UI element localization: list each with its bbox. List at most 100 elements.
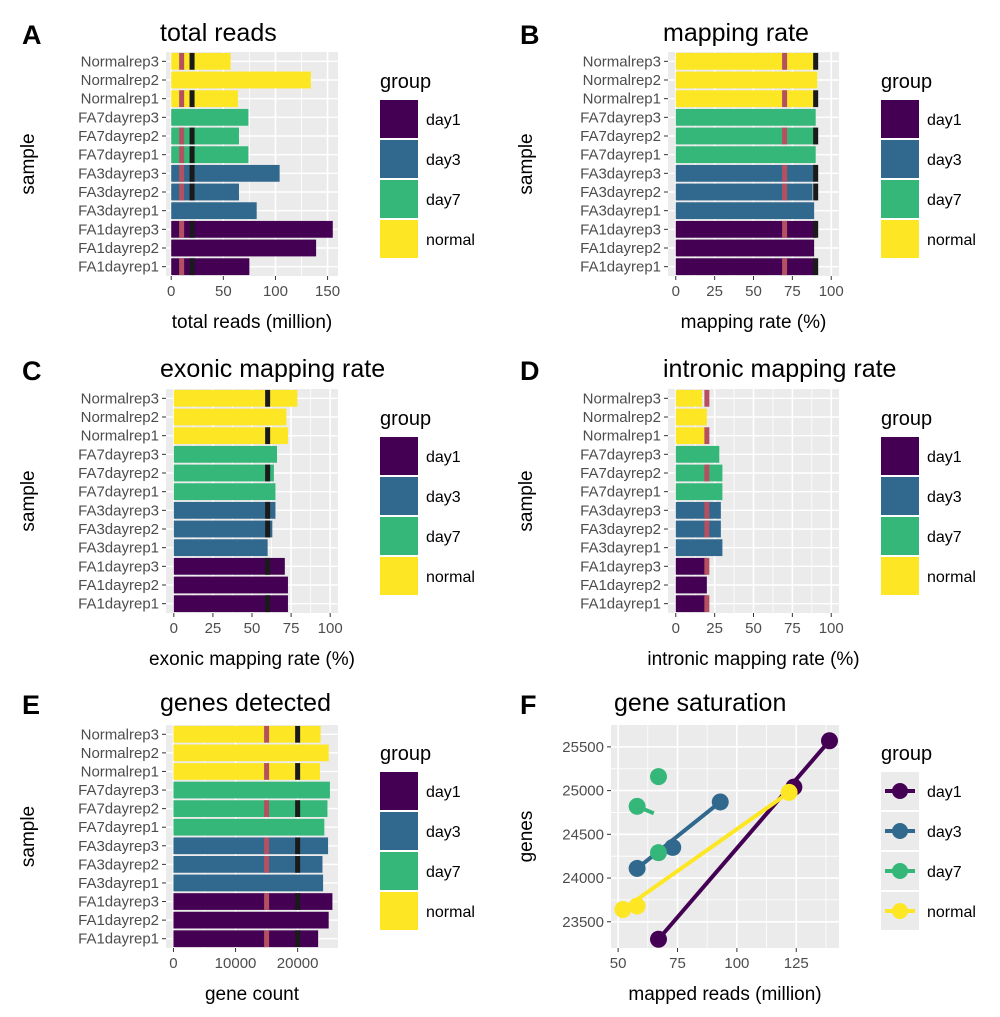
legend-key-day1 <box>881 100 919 138</box>
legend-title: group <box>380 743 431 765</box>
legend-key-day1 <box>380 100 418 138</box>
bar-FA7dayrep1 <box>173 818 325 836</box>
legend-label-normal: normal <box>927 569 976 586</box>
threshold-marker-black <box>813 127 819 145</box>
y-axis-label: sample <box>18 133 39 194</box>
threshold-marker-red <box>264 893 270 910</box>
y-tick-label: Normalrep1 <box>81 763 159 780</box>
series-normal <box>621 790 791 912</box>
legend-key-day1 <box>881 437 919 475</box>
threshold-marker-red <box>704 501 710 519</box>
legend-key-day3 <box>380 140 418 178</box>
chart-title: exonic mapping rate <box>160 355 385 383</box>
plot-background <box>166 725 338 948</box>
y-tick-label: Normalrep3 <box>583 53 661 70</box>
threshold-marker-black <box>813 258 819 276</box>
x-tick-label: 50 <box>244 620 261 637</box>
bar-FA7dayrep2 <box>675 127 816 145</box>
y-tick-label: FA7dayrep1 <box>78 147 159 164</box>
threshold-marker-black <box>189 183 195 201</box>
threshold-marker-black <box>189 146 195 164</box>
series-day3 <box>635 800 722 870</box>
threshold-marker-black <box>813 52 819 70</box>
y-tick-label: FA1dayrep2 <box>580 577 661 594</box>
legend-label-day3: day3 <box>426 152 461 169</box>
panel-tag: B <box>520 20 540 50</box>
y-tick-label: Normalrep2 <box>583 409 661 426</box>
y-tick-label: 23500 <box>562 914 604 931</box>
bar-FA7dayrep1 <box>675 483 723 501</box>
legend-key-day7 <box>380 180 418 218</box>
series-points-normal <box>614 783 798 919</box>
bar-Normalrep1 <box>173 763 320 780</box>
bar-FA1dayrep2 <box>173 911 329 929</box>
bar-FA1dayrep1 <box>675 595 707 613</box>
bar-FA1dayrep3 <box>173 893 333 910</box>
point-day7-3 <box>650 768 667 786</box>
chart-title: mapping rate <box>663 19 809 47</box>
threshold-marker-black <box>295 800 301 817</box>
threshold-marker-black <box>189 127 195 145</box>
y-tick-label: FA3dayrep1 <box>78 203 159 220</box>
y-tick-label: FA7dayrep2 <box>78 801 159 818</box>
bar-Normalrep2 <box>173 408 287 426</box>
y-tick-label: 25500 <box>562 739 604 756</box>
bar-FA7dayrep2 <box>173 800 328 817</box>
x-tick-label: 75 <box>784 283 801 300</box>
threshold-marker-red <box>179 258 185 276</box>
legend-label-normal: normal <box>927 232 976 249</box>
y-tick-label: FA1dayrep3 <box>78 221 159 238</box>
legend-label-normal: normal <box>927 904 976 921</box>
x-tick-label: 25 <box>205 620 222 637</box>
x-axis-label: exonic mapping rate (%) <box>149 649 355 670</box>
legend-key-day7 <box>380 517 418 555</box>
legend-label-day7: day7 <box>426 529 461 546</box>
legend-key-normal <box>380 557 418 595</box>
bar-FA3dayrep3 <box>173 501 276 519</box>
x-tick-label: 50 <box>215 283 232 300</box>
x-tick-label: 25 <box>706 283 723 300</box>
legend-label-day3: day3 <box>927 152 962 169</box>
y-tick-label: FA7dayrep1 <box>78 484 159 501</box>
bar-FA3dayrep3 <box>675 164 815 182</box>
x-tick-label: 100 <box>263 283 288 300</box>
y-tick-label: Normalrep1 <box>583 428 661 445</box>
legend-key-day1 <box>380 772 418 810</box>
legend-key-day7 <box>881 517 919 555</box>
legend-key-normal <box>881 557 919 595</box>
legend-key-day3 <box>380 812 418 850</box>
bar-FA3dayrep3 <box>675 501 721 519</box>
y-tick-label: FA1dayrep1 <box>78 259 159 276</box>
y-tick-label: FA3dayrep3 <box>580 502 661 519</box>
threshold-marker-red <box>179 146 185 164</box>
threshold-marker-black <box>295 856 301 873</box>
y-tick-label: FA1dayrep3 <box>78 894 159 911</box>
threshold-marker-red <box>704 595 710 613</box>
legend-label-day3: day3 <box>927 489 962 506</box>
threshold-marker-red <box>782 258 788 276</box>
legend-label-day1: day1 <box>426 449 461 466</box>
legend-label-day3: day3 <box>426 824 461 841</box>
y-axis-label: sample <box>18 470 39 531</box>
y-tick-label: FA3dayrep2 <box>78 521 159 538</box>
y-tick-label: FA1dayrep1 <box>78 596 159 613</box>
bar-FA3dayrep1 <box>675 202 815 220</box>
y-tick-label: FA3dayrep2 <box>580 521 661 538</box>
threshold-marker-red <box>179 127 185 145</box>
threshold-marker-black <box>295 725 301 743</box>
x-tick-label: 150 <box>315 283 340 300</box>
legend-label-day1: day1 <box>426 784 461 801</box>
y-tick-label: Normalrep2 <box>583 72 661 89</box>
panel-tag: C <box>22 356 42 386</box>
y-tick-label: FA7dayrep3 <box>78 109 159 126</box>
threshold-marker-red <box>179 52 185 70</box>
x-axis-label: total reads (million) <box>172 312 333 333</box>
threshold-marker-black <box>265 595 271 613</box>
bar-FA7dayrep3 <box>675 445 720 463</box>
y-axis-label: sample <box>516 470 537 531</box>
legend-key-day7 <box>881 180 919 218</box>
chart-title: gene saturation <box>614 689 786 717</box>
bar-Normalrep2 <box>675 408 707 426</box>
threshold-marker-black <box>265 427 271 445</box>
